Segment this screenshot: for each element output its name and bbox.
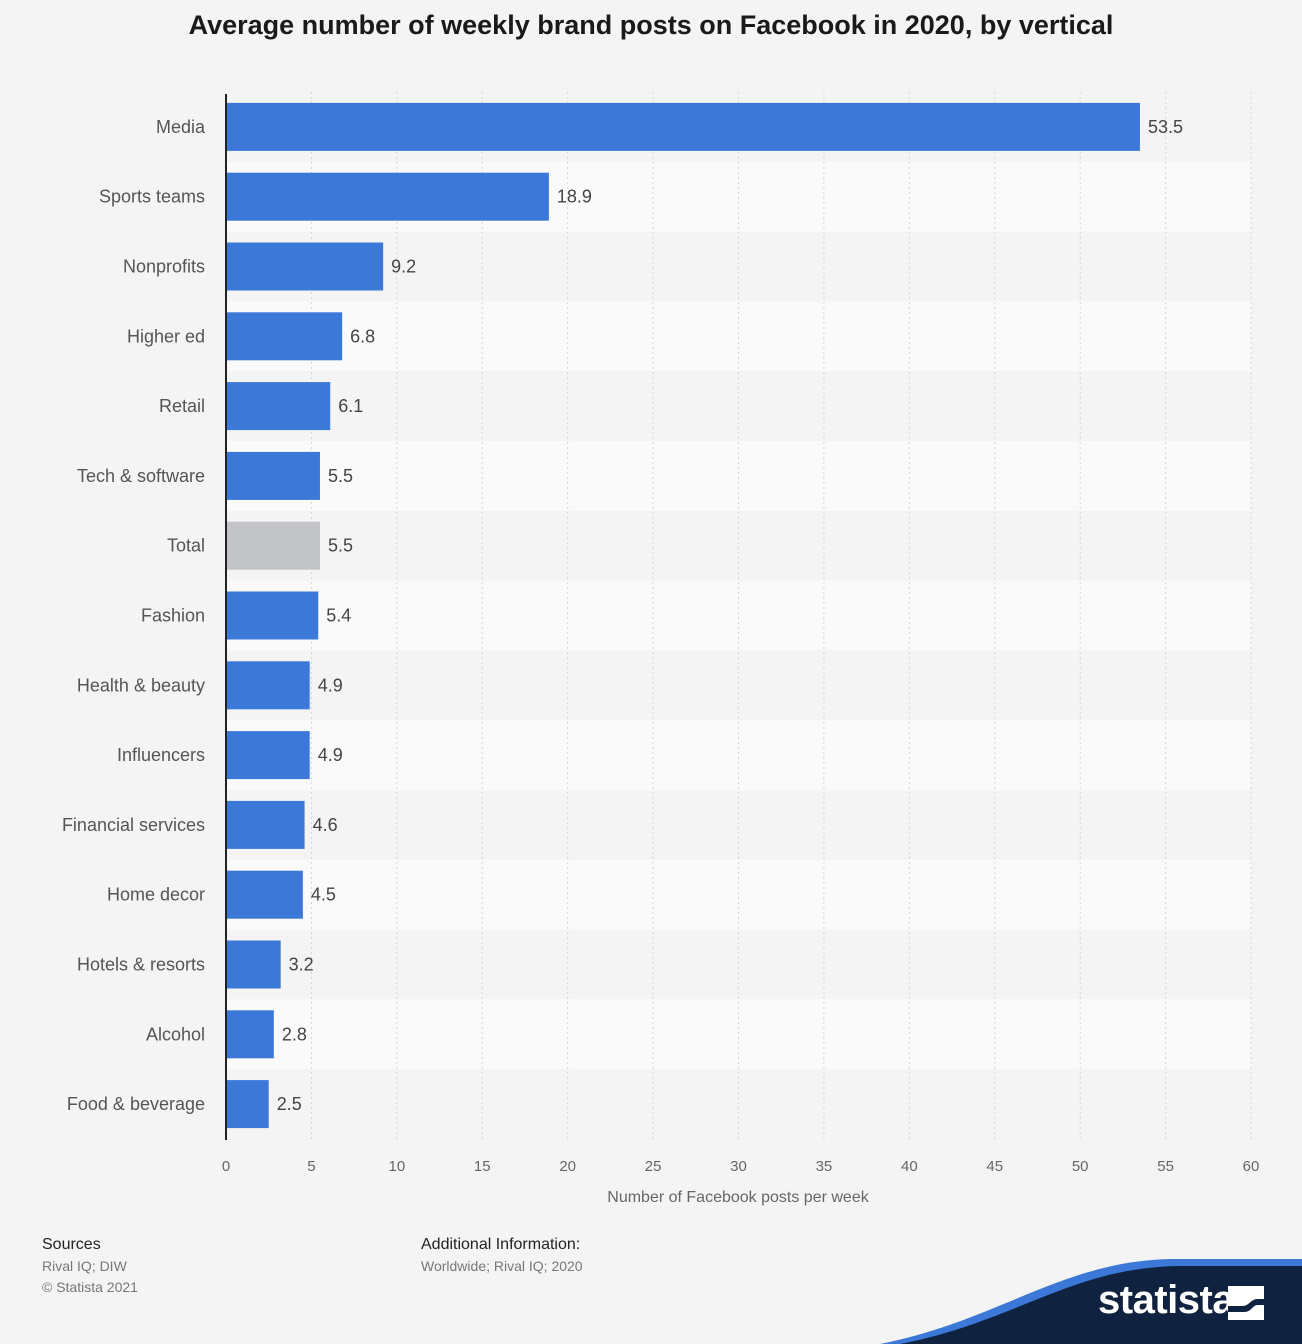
bar[interactable] — [226, 1010, 274, 1059]
category-label: Financial services — [62, 815, 205, 835]
category-label: Higher ed — [127, 326, 205, 346]
data-label: 2.8 — [282, 1024, 307, 1044]
brand-swoosh-dark — [900, 1266, 1302, 1344]
x-tick-label: 20 — [559, 1158, 576, 1175]
bar[interactable] — [226, 102, 1140, 151]
sources-heading: Sources — [42, 1236, 101, 1253]
x-tick-label: 55 — [1157, 1158, 1174, 1175]
additional-info-heading: Additional Information: — [421, 1236, 581, 1253]
bar[interactable] — [226, 870, 303, 919]
bar[interactable] — [226, 172, 549, 221]
bar[interactable] — [226, 242, 384, 291]
x-tick-labels: 0 5 10 15 20 25 30 35 40 45 50 55 60 — [222, 1158, 1260, 1175]
category-label: Tech & software — [77, 466, 205, 486]
category-label: Nonprofits — [123, 257, 205, 277]
x-tick-label: 50 — [1072, 1158, 1089, 1175]
additional-info-line: Worldwide; Rival IQ; 2020 — [421, 1258, 583, 1274]
bar[interactable] — [226, 312, 343, 361]
data-label: 4.9 — [318, 745, 343, 765]
data-label: 9.2 — [391, 257, 416, 277]
data-label: 6.8 — [350, 326, 375, 346]
statista-logo-icon — [1228, 1286, 1264, 1320]
bar[interactable] — [226, 940, 281, 989]
x-tick-label: 0 — [222, 1158, 230, 1175]
x-tick-label: 15 — [474, 1158, 491, 1175]
category-label: Media — [156, 117, 206, 137]
data-label: 4.9 — [318, 675, 343, 695]
data-label: 4.5 — [311, 885, 336, 905]
bar[interactable] — [226, 661, 310, 710]
data-label: 5.4 — [326, 606, 351, 626]
data-label: 6.1 — [338, 396, 363, 416]
bar[interactable] — [226, 731, 310, 780]
category-label: Sports teams — [99, 187, 205, 207]
statista-logo[interactable]: statista — [1098, 1278, 1235, 1322]
bar-chart: Media Sports teams Nonprofits Higher ed Reta… — [62, 92, 1260, 1206]
bars — [226, 102, 1140, 1129]
data-label: 18.9 — [557, 187, 592, 207]
x-tick-label: 60 — [1243, 1158, 1260, 1175]
category-label: Retail — [159, 396, 205, 416]
bar[interactable] — [226, 800, 305, 849]
data-label: 5.5 — [328, 466, 353, 486]
category-label: Home decor — [107, 885, 205, 905]
bar[interactable] — [226, 591, 319, 640]
bar[interactable] — [226, 382, 331, 431]
category-label: Food & beverage — [67, 1094, 205, 1114]
x-axis-title: Number of Facebook posts per week — [607, 1189, 869, 1206]
data-label: 53.5 — [1148, 117, 1183, 137]
category-label: Total — [167, 536, 205, 556]
bar[interactable] — [226, 521, 320, 570]
x-tick-label: 45 — [986, 1158, 1003, 1175]
x-tick-label: 10 — [388, 1158, 405, 1175]
value-labels: 53.5 18.9 9.2 6.8 6.1 5.5 5.5 5.4 4.9 4.9 4.6 4.5 3.… — [277, 117, 1183, 1114]
x-tick-label: 25 — [645, 1158, 662, 1175]
x-tick-label: 30 — [730, 1158, 747, 1175]
sources-line-1: Rival IQ; DIW — [42, 1258, 127, 1274]
category-label: Alcohol — [146, 1024, 205, 1044]
x-tick-label: 40 — [901, 1158, 918, 1175]
category-labels: Media Sports teams Nonprofits Higher ed Reta… — [62, 117, 206, 1114]
bar[interactable] — [226, 451, 320, 500]
data-label: 3.2 — [289, 955, 314, 975]
category-label: Health & beauty — [77, 675, 205, 695]
chart-title: Average number of weekly brand posts on … — [188, 10, 1114, 40]
x-tick-label: 35 — [816, 1158, 833, 1175]
category-label: Influencers — [117, 745, 205, 765]
category-label: Fashion — [141, 606, 205, 626]
data-label: 2.5 — [277, 1094, 302, 1114]
bar[interactable] — [226, 1080, 269, 1129]
sources-line-2: © Statista 2021 — [42, 1279, 138, 1295]
data-label: 5.5 — [328, 536, 353, 556]
data-label: 4.6 — [313, 815, 338, 835]
x-tick-label: 5 — [307, 1158, 315, 1175]
category-label: Hotels & resorts — [77, 955, 205, 975]
